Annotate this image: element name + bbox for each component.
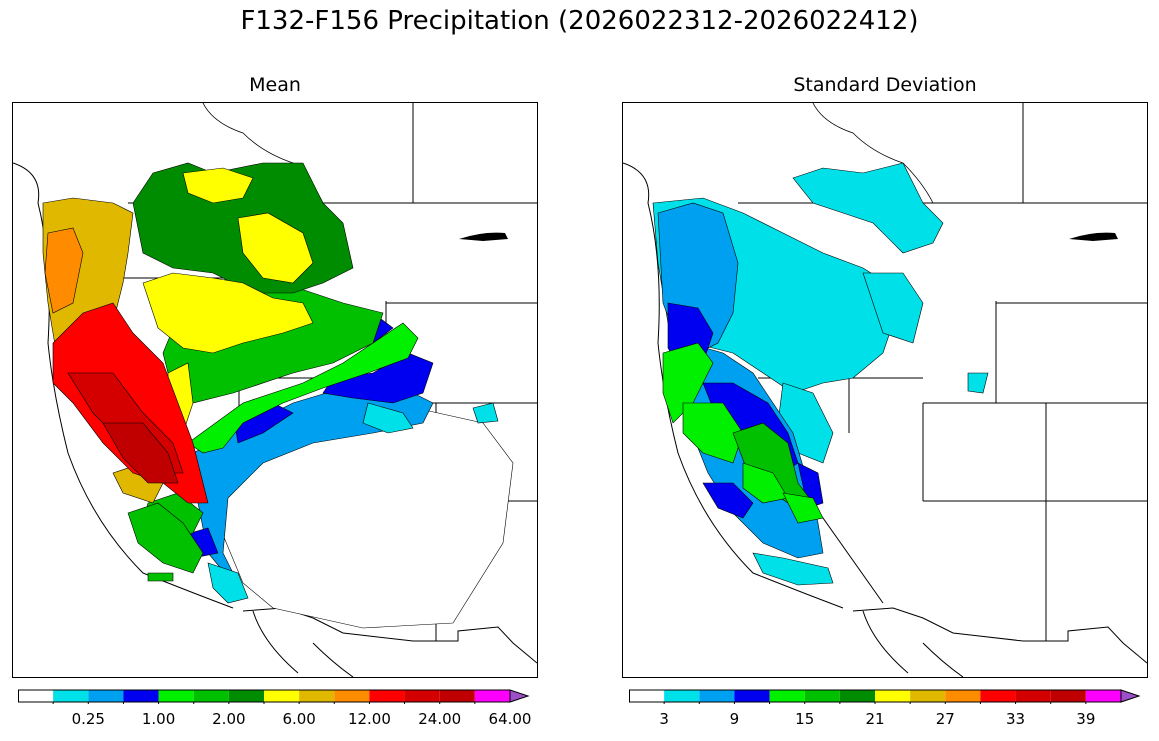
mean-colorbar-bin [228,690,264,702]
std-colorbar-label: 9 [729,710,740,728]
std-colorbar-label: 33 [1006,710,1026,728]
mean-colorbar-bin [158,690,194,702]
std-colorbar-bin [1085,690,1121,702]
std-colorbar-bin [980,690,1016,702]
std-panel-title: Standard Deviation [793,74,977,96]
std-colorbar-bin [1015,690,1051,702]
std-colorbar-bin [910,690,946,702]
mean-panel-title: Mean [249,74,301,96]
mean-colorbar-label: 64.00 [488,710,532,728]
mean-colorbar-bin [474,690,510,702]
figure-title: F132-F156 Precipitation (2026022312-2026… [240,6,919,36]
mean-colorbar-bin [193,690,229,702]
mean-colorbar-bin [299,690,335,702]
mean-colorbar-bin [123,690,159,702]
std-colorbar-bin [804,690,840,702]
std-colorbar-bin [629,690,665,702]
mean-colorbar-label: 2.00 [212,710,246,728]
std-map [622,102,1148,678]
std-colorbar-label: 15 [795,710,815,728]
mean-colorbar-bin [18,690,54,702]
mean-colorbar-label: 1.00 [141,710,176,728]
mean-colorbar-bin [53,690,89,702]
std-colorbar-label: 3 [659,710,669,728]
std-colorbar-bin [699,690,735,702]
std-colorbar-labels: 3 9 15 21 27 33 39 [629,710,1144,730]
std-colorbar-bin [875,690,911,702]
std-colorbar-bin [769,690,805,702]
mean-colorbar-bin [334,690,370,702]
mean-colorbar-bin [439,690,475,702]
std-colorbar-extend-arrow [1120,689,1141,703]
mean-colorbar-extend-arrow [509,689,530,703]
std-colorbar-bin [734,690,770,702]
mean-colorbar-label: 24.00 [418,710,462,728]
std-colorbar-bin [1050,690,1086,702]
std-colorbar-bin [839,690,875,702]
mean-colorbar-label: 0.25 [71,710,105,728]
mean-colorbar-bin [88,690,124,702]
std-colorbar [629,689,1141,704]
mean-colorbar-bin [369,690,405,702]
mean-map [12,102,538,678]
std-colorbar-label: 21 [865,710,885,728]
std-colorbar-label: 27 [935,710,955,728]
mean-colorbar-bin [264,690,300,702]
std-colorbar-label: 39 [1076,710,1096,728]
std-colorbar-bin [945,690,981,702]
std-colorbar-bin [664,690,700,702]
mean-colorbar-label: 12.00 [347,710,391,728]
mean-colorbar-label: 6.00 [282,710,316,728]
mean-colorbar-bin [404,690,440,702]
mean-colorbar [18,689,530,704]
mean-colorbar-labels: 0.25 1.00 2.00 6.00 12.00 24.00 64.00 [18,710,533,730]
